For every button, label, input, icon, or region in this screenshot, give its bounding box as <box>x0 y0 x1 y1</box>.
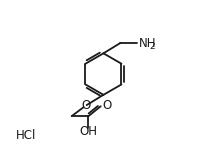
Text: HCl: HCl <box>16 129 37 142</box>
Text: 2: 2 <box>149 42 155 51</box>
Text: O: O <box>81 99 91 112</box>
Text: O: O <box>102 99 111 112</box>
Text: NH: NH <box>139 36 156 50</box>
Text: OH: OH <box>79 125 98 138</box>
